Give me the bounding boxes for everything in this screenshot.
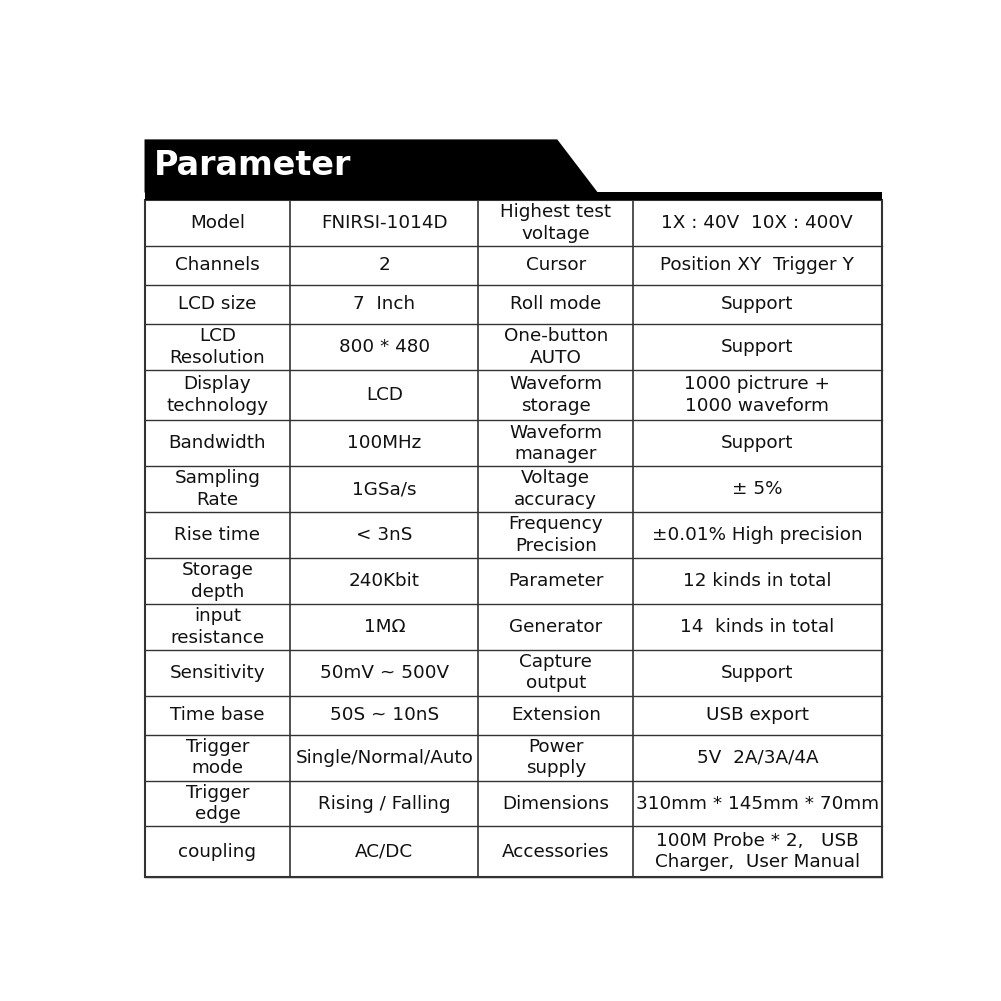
Text: 5V  2A/3A/4A: 5V 2A/3A/4A [697,749,818,767]
Text: Support: Support [721,434,794,452]
Text: Extension: Extension [511,706,601,724]
Text: Sampling
Rate: Sampling Rate [174,469,260,509]
Text: Channels: Channels [175,256,260,274]
Text: Cursor: Cursor [526,256,586,274]
Text: Roll mode: Roll mode [511,295,602,313]
Text: 240Kbit: 240Kbit [349,572,419,590]
Text: AC/DC: AC/DC [355,843,413,861]
Text: Parameter: Parameter [154,149,351,182]
Text: ± 5%: ± 5% [732,480,783,498]
Text: Accessories: Accessories [503,843,610,861]
Text: Generator: Generator [510,618,603,636]
Text: 50S ~ 10nS: 50S ~ 10nS [330,706,439,724]
Text: LCD size: LCD size [178,295,256,313]
Text: Bandwidth: Bandwidth [169,434,266,452]
Text: 310mm * 145mm * 70mm: 310mm * 145mm * 70mm [636,795,879,813]
Text: Rise time: Rise time [174,527,260,545]
Text: Rising / Falling: Rising / Falling [318,795,450,813]
Text: Position XY  Trigger Y: Position XY Trigger Y [661,256,854,274]
Text: Waveform
manager: Waveform manager [510,423,603,463]
Text: Parameter: Parameter [509,572,604,590]
Text: LCD: LCD [366,386,403,404]
Text: 100M Probe * 2,   USB
Charger,  User Manual: 100M Probe * 2, USB Charger, User Manual [655,832,860,872]
Text: USB export: USB export [706,706,809,724]
Text: Waveform
storage: Waveform storage [510,375,603,414]
Text: input
resistance: input resistance [170,607,264,647]
Text: Dimensions: Dimensions [503,795,610,813]
Text: 800 * 480: 800 * 480 [339,338,430,356]
Text: Single/Normal/Auto: Single/Normal/Auto [295,749,473,767]
Text: Support: Support [721,664,794,682]
Text: Display
technology: Display technology [166,375,268,414]
Text: Trigger
edge: Trigger edge [186,784,249,823]
Text: 1000 pictrure +
1000 waveform: 1000 pictrure + 1000 waveform [685,375,830,414]
Text: < 3nS: < 3nS [356,527,412,545]
Text: coupling: coupling [178,843,256,861]
Text: Support: Support [721,338,794,356]
Bar [144,192,882,200]
Text: 14  kinds in total: 14 kinds in total [681,618,835,636]
Text: Model: Model [190,214,245,232]
Bar [144,200,882,877]
Text: 1X : 40V  10X : 400V: 1X : 40V 10X : 400V [662,214,853,232]
Text: 100MHz: 100MHz [347,434,421,452]
Text: Sensitivity: Sensitivity [169,664,265,682]
Polygon shape [144,139,598,192]
Text: Highest test
voltage: Highest test voltage [500,203,612,242]
Text: 50mV ~ 500V: 50mV ~ 500V [320,664,449,682]
Text: 7  Inch: 7 Inch [353,295,415,313]
Text: Storage
depth: Storage depth [181,562,253,601]
Text: Capture
output: Capture output [520,653,593,693]
Text: LCD
Resolution: LCD Resolution [169,327,265,366]
Text: Frequency
Precision: Frequency Precision [509,516,603,555]
Text: 1GSa/s: 1GSa/s [352,480,416,498]
Text: One-button
AUTO: One-button AUTO [504,327,608,366]
Text: 1MΩ: 1MΩ [363,618,405,636]
Text: Voltage
accuracy: Voltage accuracy [515,469,598,509]
Text: FNIRSI-1014D: FNIRSI-1014D [321,214,447,232]
Text: 12 kinds in total: 12 kinds in total [683,572,832,590]
Text: Power
supply: Power supply [526,738,586,778]
Text: Time base: Time base [170,706,264,724]
Text: 2: 2 [378,256,390,274]
Text: Trigger
mode: Trigger mode [186,738,249,778]
Text: Support: Support [721,295,794,313]
Text: ±0.01% High precision: ±0.01% High precision [652,527,863,545]
